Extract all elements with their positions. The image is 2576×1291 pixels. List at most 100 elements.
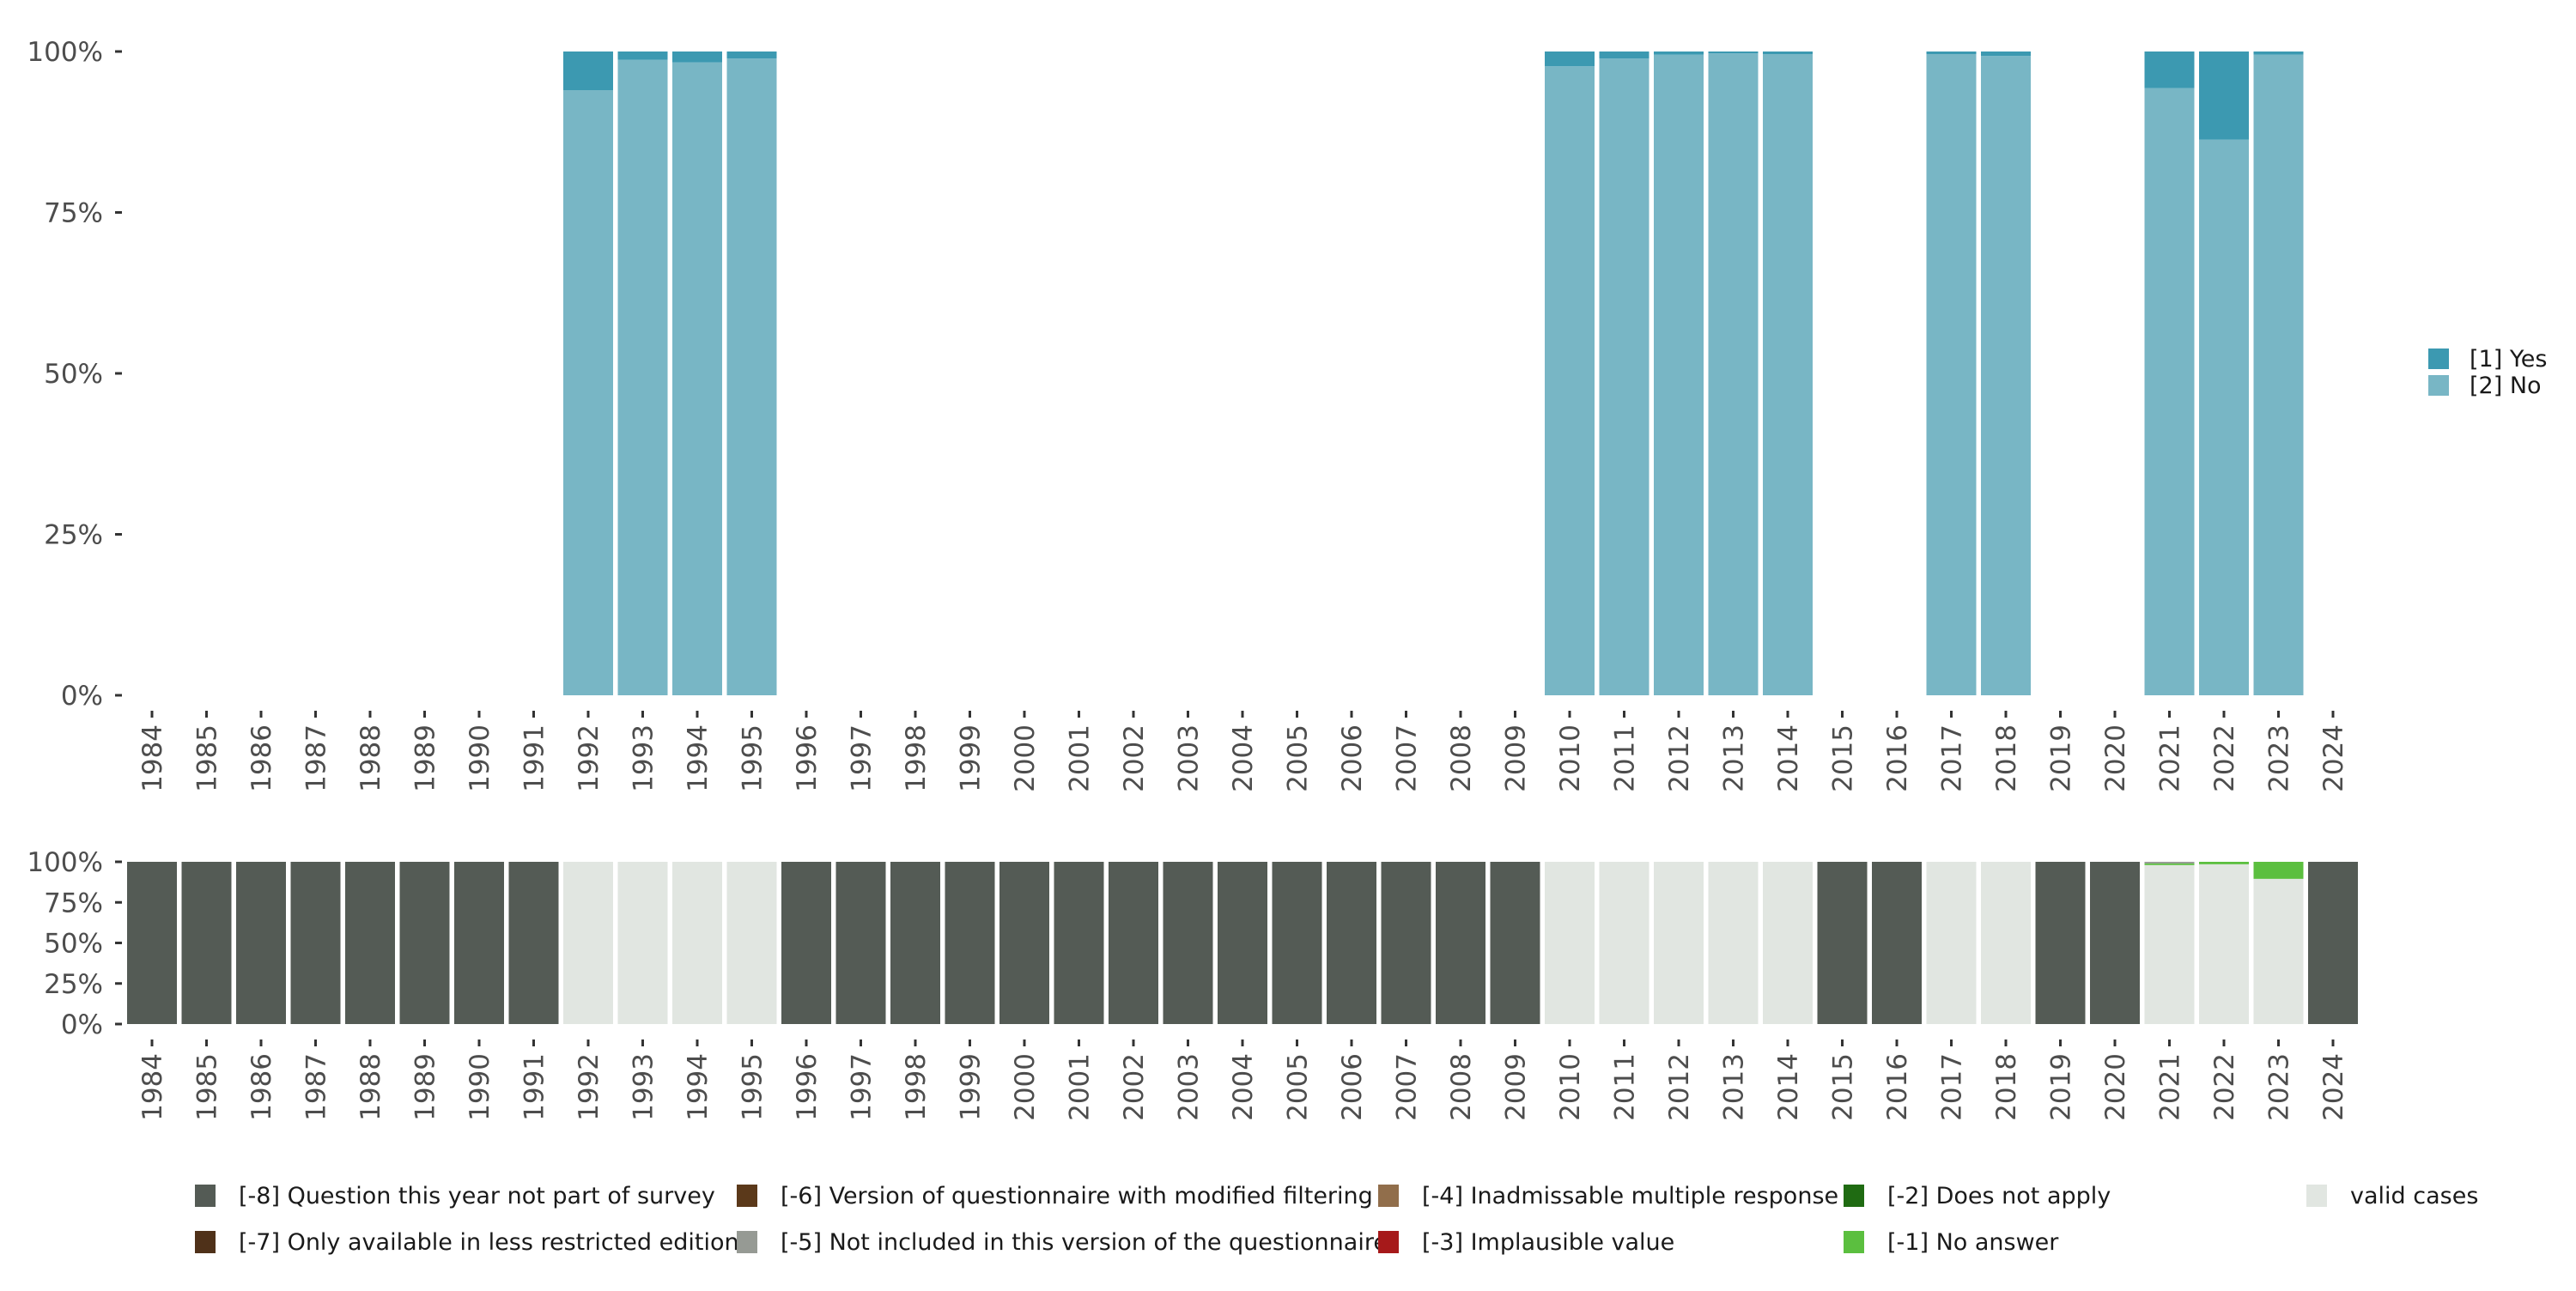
x-tick-label: 2013	[1719, 724, 1750, 792]
x-tick-label: 1998	[901, 1053, 932, 1121]
x-tick-label: 1990	[465, 724, 495, 792]
x-tick-label: 1991	[519, 724, 550, 792]
x-tick-label: 2018	[1991, 724, 2022, 792]
bar-2012--1-yes	[1654, 52, 1704, 55]
x-tick-label: 1992	[574, 724, 605, 792]
bar-1995--2-no	[726, 58, 777, 695]
x-tick-label: 1988	[355, 724, 386, 792]
x-tick-label: 2004	[1228, 724, 1259, 792]
bar-2021--5-not-included-in-this-version-of-the-questionnaire	[2144, 862, 2195, 864]
x-tick-label: 1999	[956, 1053, 987, 1121]
x-tick-label: 2020	[2100, 724, 2131, 792]
y-tick-label: 75%	[44, 888, 103, 918]
bar-2022--2-no	[2199, 139, 2249, 695]
bar-2014--2-no	[1763, 54, 1813, 695]
x-tick-label: 2011	[1610, 724, 1641, 792]
bar-2012--2-no	[1654, 54, 1704, 695]
legend-key	[2428, 375, 2449, 396]
bar-2013--2-no	[1708, 53, 1759, 695]
x-tick-label: 2002	[1119, 724, 1150, 792]
x-tick-label: 2015	[1828, 724, 1859, 792]
bar-2014--1-yes	[1763, 52, 1813, 54]
bar-1993--2-no	[617, 59, 668, 695]
bar-2010--1-yes	[1545, 52, 1595, 67]
x-tick-label: 2005	[1283, 724, 1314, 792]
legend-key	[1378, 1185, 1399, 1207]
legend-key	[737, 1231, 757, 1253]
x-tick-label: 2017	[1937, 1053, 1968, 1121]
bar-2009--8-question-this-year-not-part-of-survey	[1490, 862, 1540, 1024]
x-tick-label: 2006	[1337, 724, 1368, 792]
x-tick-label: 1995	[738, 724, 769, 792]
bar-2008--8-question-this-year-not-part-of-survey	[1436, 862, 1485, 1024]
x-tick-label: 1996	[792, 724, 823, 792]
bar-1984--8-question-this-year-not-part-of-survey	[127, 862, 177, 1024]
x-tick-label: 2007	[1392, 724, 1423, 792]
x-tick-label: 2008	[1446, 724, 1477, 792]
legend-label: [1] Yes	[2470, 346, 2547, 373]
bar-2012-valid-cases	[1654, 862, 1704, 1024]
bar-2020--8-question-this-year-not-part-of-survey	[2090, 862, 2140, 1024]
bar-1985--8-question-this-year-not-part-of-survey	[181, 862, 232, 1024]
x-tick-label: 1988	[355, 1053, 386, 1121]
x-tick-label: 2001	[1065, 724, 1096, 792]
x-tick-label: 1989	[410, 1053, 441, 1121]
x-tick-label: 1994	[683, 724, 714, 792]
x-tick-label: 2019	[2046, 724, 2077, 792]
bar-2021-valid-cases	[2144, 864, 2195, 1024]
x-tick-label: 2007	[1392, 1053, 1423, 1121]
bar-1998--8-question-this-year-not-part-of-survey	[890, 862, 940, 1024]
x-tick-label: 1984	[137, 1053, 168, 1121]
bar-2017--2-no	[1926, 54, 1977, 695]
bar-1989--8-question-this-year-not-part-of-survey	[399, 862, 450, 1024]
x-tick-label: 1993	[629, 724, 659, 792]
bar-2016--8-question-this-year-not-part-of-survey	[1872, 862, 1922, 1024]
legend-label: [2] No	[2470, 373, 2542, 399]
legend-label: [-2] Does not apply	[1887, 1183, 2111, 1209]
bar-2023-valid-cases	[2253, 878, 2304, 1024]
x-tick-label: 2000	[1010, 1053, 1041, 1121]
x-tick-label: 2024	[2318, 724, 2349, 792]
x-tick-label: 2010	[1555, 724, 1586, 792]
x-tick-label: 2016	[1882, 724, 1913, 792]
bar-1996--8-question-this-year-not-part-of-survey	[781, 862, 831, 1024]
bar-2013-valid-cases	[1708, 862, 1759, 1024]
bar-2005--8-question-this-year-not-part-of-survey	[1272, 862, 1322, 1024]
legend-label: [-5] Not included in this version of the…	[781, 1229, 1388, 1256]
bar-2010-valid-cases	[1545, 862, 1595, 1024]
x-tick-label: 2006	[1337, 1053, 1368, 1121]
legend-label: [-3] Implausible value	[1422, 1229, 1674, 1256]
bar-2013--1-yes	[1708, 52, 1759, 54]
bar-1994--1-yes	[672, 52, 722, 63]
bar-2023--1-yes	[2253, 52, 2304, 55]
bar-1994-valid-cases	[672, 862, 722, 1024]
x-tick-label: 1997	[847, 724, 878, 792]
y-tick-label: 0%	[61, 1009, 103, 1040]
legend-key	[195, 1231, 216, 1253]
bar-1993--1-yes	[617, 52, 668, 60]
x-tick-label: 2002	[1119, 1053, 1150, 1121]
x-tick-label: 2015	[1828, 1053, 1859, 1121]
x-tick-label: 1994	[683, 1053, 714, 1121]
bar-2011--2-no	[1599, 58, 1649, 695]
y-tick-label: 100%	[27, 37, 103, 68]
x-tick-label: 1997	[847, 1053, 878, 1121]
x-tick-label: 2005	[1283, 1053, 1314, 1121]
y-tick-label: 25%	[44, 520, 103, 551]
bar-2024--8-question-this-year-not-part-of-survey	[2308, 862, 2358, 1024]
x-tick-label: 2009	[1501, 1053, 1532, 1121]
x-tick-label: 1998	[901, 724, 932, 792]
bar-1986--8-question-this-year-not-part-of-survey	[236, 862, 286, 1024]
legend-key	[1844, 1185, 1864, 1207]
bar-1995-valid-cases	[726, 862, 777, 1024]
bar-2023--1-no-answer	[2253, 862, 2304, 879]
x-tick-label: 2009	[1501, 724, 1532, 792]
bar-2001--8-question-this-year-not-part-of-survey	[1054, 862, 1104, 1024]
bar-2003--8-question-this-year-not-part-of-survey	[1163, 862, 1213, 1024]
bar-2018-valid-cases	[1981, 862, 2031, 1024]
legend-label: [-1] No answer	[1887, 1229, 2059, 1256]
bar-2021--2-no	[2144, 88, 2195, 695]
bar-2011-valid-cases	[1599, 862, 1649, 1024]
x-tick-label: 2008	[1446, 1053, 1477, 1121]
